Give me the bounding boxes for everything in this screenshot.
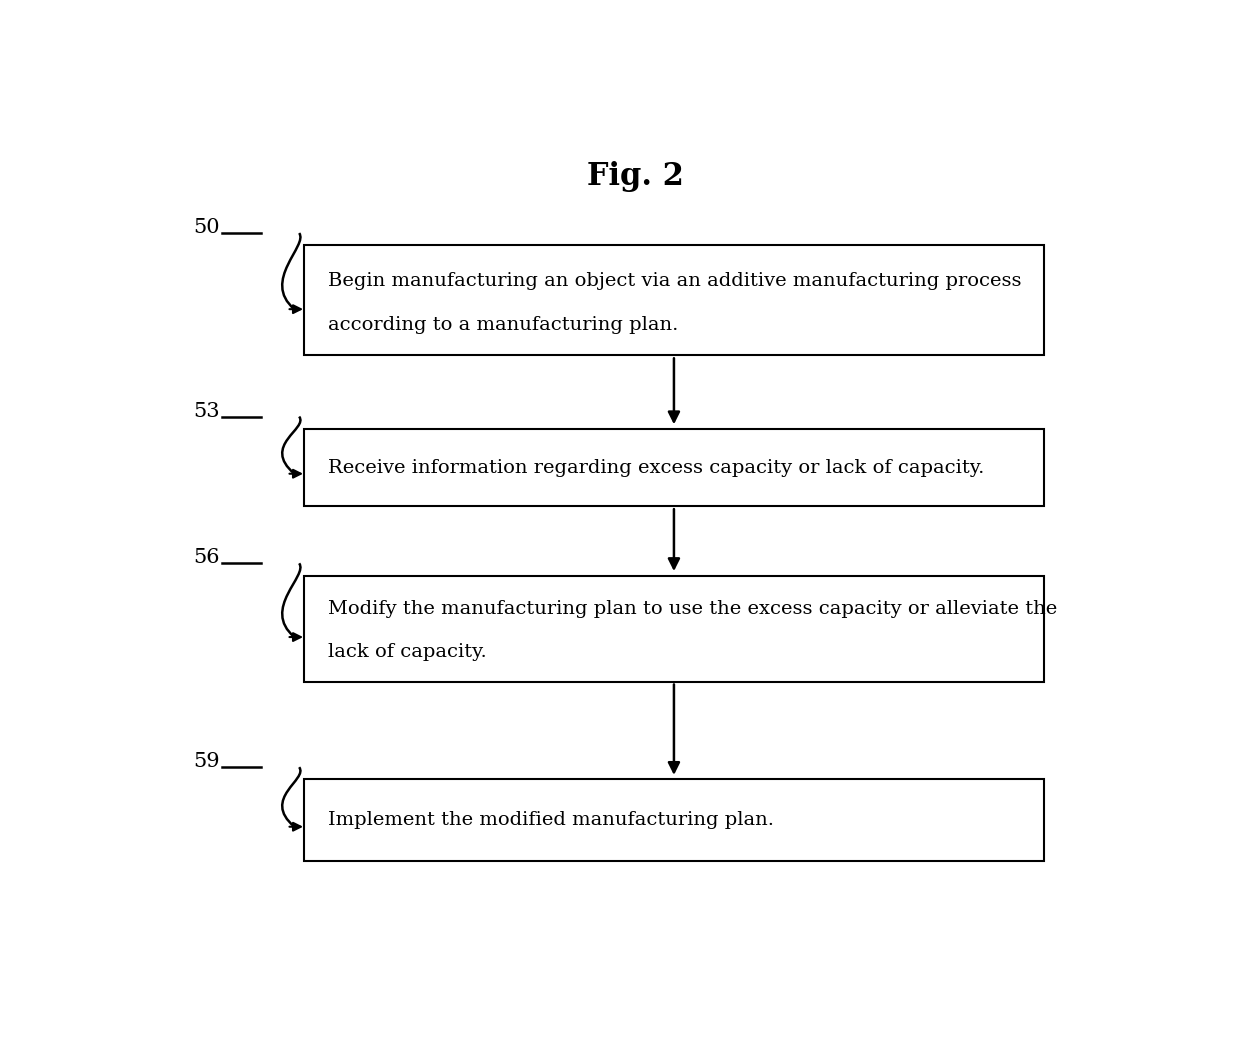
Text: Receive information regarding excess capacity or lack of capacity.: Receive information regarding excess cap… — [327, 459, 985, 477]
Text: 50: 50 — [193, 218, 219, 237]
Bar — [304, 576, 1044, 682]
Bar — [304, 429, 1044, 506]
Text: Begin manufacturing an object via an additive manufacturing process: Begin manufacturing an object via an add… — [327, 271, 1022, 289]
Text: Fig. 2: Fig. 2 — [587, 161, 684, 192]
Text: 56: 56 — [193, 549, 219, 568]
Text: Implement the modified manufacturing plan.: Implement the modified manufacturing pla… — [327, 811, 774, 829]
Text: lack of capacity.: lack of capacity. — [327, 643, 487, 661]
Text: according to a manufacturing plan.: according to a manufacturing plan. — [327, 316, 678, 334]
Bar — [304, 246, 1044, 356]
Bar — [304, 779, 1044, 861]
Text: 59: 59 — [193, 752, 219, 771]
Text: Modify the manufacturing plan to use the excess capacity or alleviate the: Modify the manufacturing plan to use the… — [327, 600, 1058, 618]
Text: 53: 53 — [193, 401, 219, 420]
